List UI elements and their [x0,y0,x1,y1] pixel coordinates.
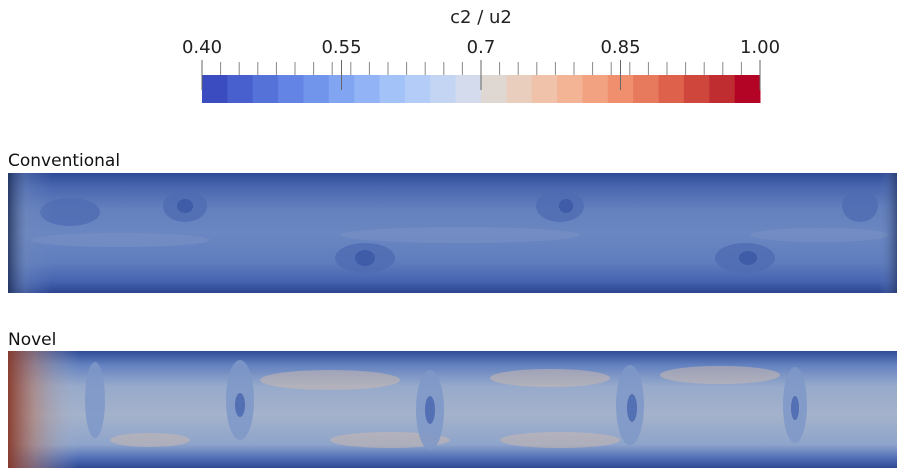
tick-label: 0.40 [182,37,222,58]
colorbar-segment [202,75,228,103]
colorbar-segment [278,75,304,103]
tick-label: 0.85 [600,37,640,58]
tick-label: 1.00 [740,37,780,58]
colorbar-segment [633,75,660,103]
colorbar-segment [252,75,279,103]
colorbar-segment [658,75,685,103]
tick-label: 0.55 [321,37,361,58]
colorbar-segment [455,75,482,103]
colorbar-title: c2 / u2 [450,7,512,28]
colorbar-segment [734,75,761,103]
colorbar-segment [430,75,457,103]
colorbar: 0.40 0.55 0.7 0.85 1.00 [182,37,780,103]
colorbar-segment [379,75,406,103]
colorbar-segment [582,75,609,103]
colorbar-segment [481,75,507,103]
colorbar-segment [303,75,330,103]
colorbar-segment [709,75,736,103]
panel-label: Conventional [8,151,120,171]
novel-field [8,351,897,468]
colorbar-segment [531,75,558,103]
colorbar-segment [354,75,381,103]
colorbar-segment [683,75,710,103]
colorbar-segment [404,75,431,103]
colorbar-segment [506,75,533,103]
colorbar-segment [557,75,583,103]
tick-label: 0.7 [467,37,496,58]
panel-label: Novel [8,330,56,350]
colorbar-segment [227,75,254,103]
conventional-field [8,173,897,293]
